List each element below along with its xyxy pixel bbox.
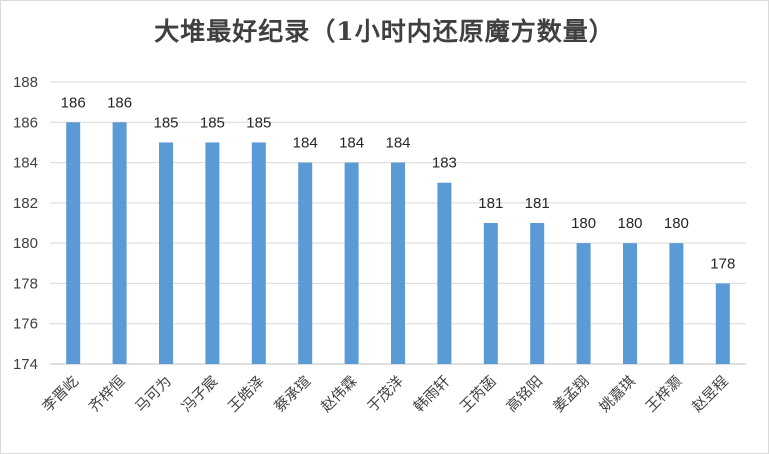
data-label: 185 [153, 114, 178, 131]
x-tick-label: 姜孟翔 [550, 373, 593, 416]
x-tick-label: 王梓灏 [642, 373, 685, 416]
bar [483, 223, 498, 364]
bar [112, 122, 127, 365]
data-label: 183 [432, 155, 457, 172]
chart-title: 大堆最好纪录（1小时内还原魔方数量） [154, 17, 615, 46]
x-tick-label: 马可为 [132, 373, 175, 416]
bar [205, 142, 220, 364]
bar [344, 162, 359, 364]
y-tick-label: 186 [13, 114, 38, 131]
y-tick-label: 184 [13, 155, 38, 172]
bar [298, 162, 313, 364]
x-tick-label: 姚嘉琪 [596, 373, 639, 416]
bar [437, 182, 452, 364]
data-label: 185 [246, 114, 271, 131]
data-label: 181 [478, 195, 503, 212]
bar [576, 243, 591, 364]
x-tick-label: 赵昱程 [689, 373, 732, 416]
x-tick-label: 高铭阳 [503, 373, 546, 416]
x-tick-label: 蔡承瑄 [271, 373, 314, 416]
data-label: 186 [61, 94, 86, 111]
x-tick-label: 李晋屹 [39, 373, 82, 416]
data-label: 178 [710, 255, 735, 272]
y-tick-label: 174 [13, 356, 38, 373]
bar [623, 243, 637, 364]
x-tick-label: 王皓泽 [225, 373, 268, 416]
data-label: 186 [107, 94, 132, 111]
x-tick-label: 齐梓恒 [86, 373, 129, 416]
data-label: 180 [571, 215, 596, 232]
bar [715, 283, 730, 364]
data-label: 184 [385, 135, 410, 152]
x-tick-label: 冯子宸 [178, 373, 221, 416]
y-tick-label: 188 [13, 74, 38, 91]
bar [159, 142, 173, 364]
x-tick-label: 于茂洋 [364, 373, 407, 416]
data-label: 184 [293, 135, 318, 152]
bar [251, 142, 266, 364]
bar [669, 243, 684, 364]
data-label: 185 [200, 114, 225, 131]
data-label: 180 [617, 215, 642, 232]
x-tick-label: 韩雨轩 [410, 373, 453, 416]
y-tick-label: 182 [13, 195, 38, 212]
y-tick-label: 176 [13, 316, 38, 333]
x-tick-label: 王芮菡 [457, 373, 500, 416]
y-tick-label: 178 [13, 275, 38, 292]
bar [530, 223, 545, 364]
data-label: 181 [525, 195, 550, 212]
data-label: 180 [664, 215, 689, 232]
bar [391, 162, 405, 364]
data-label: 184 [339, 135, 364, 152]
bar [66, 122, 81, 365]
x-tick-label: 赵伟霖 [318, 373, 361, 416]
y-tick-label: 180 [13, 235, 38, 252]
